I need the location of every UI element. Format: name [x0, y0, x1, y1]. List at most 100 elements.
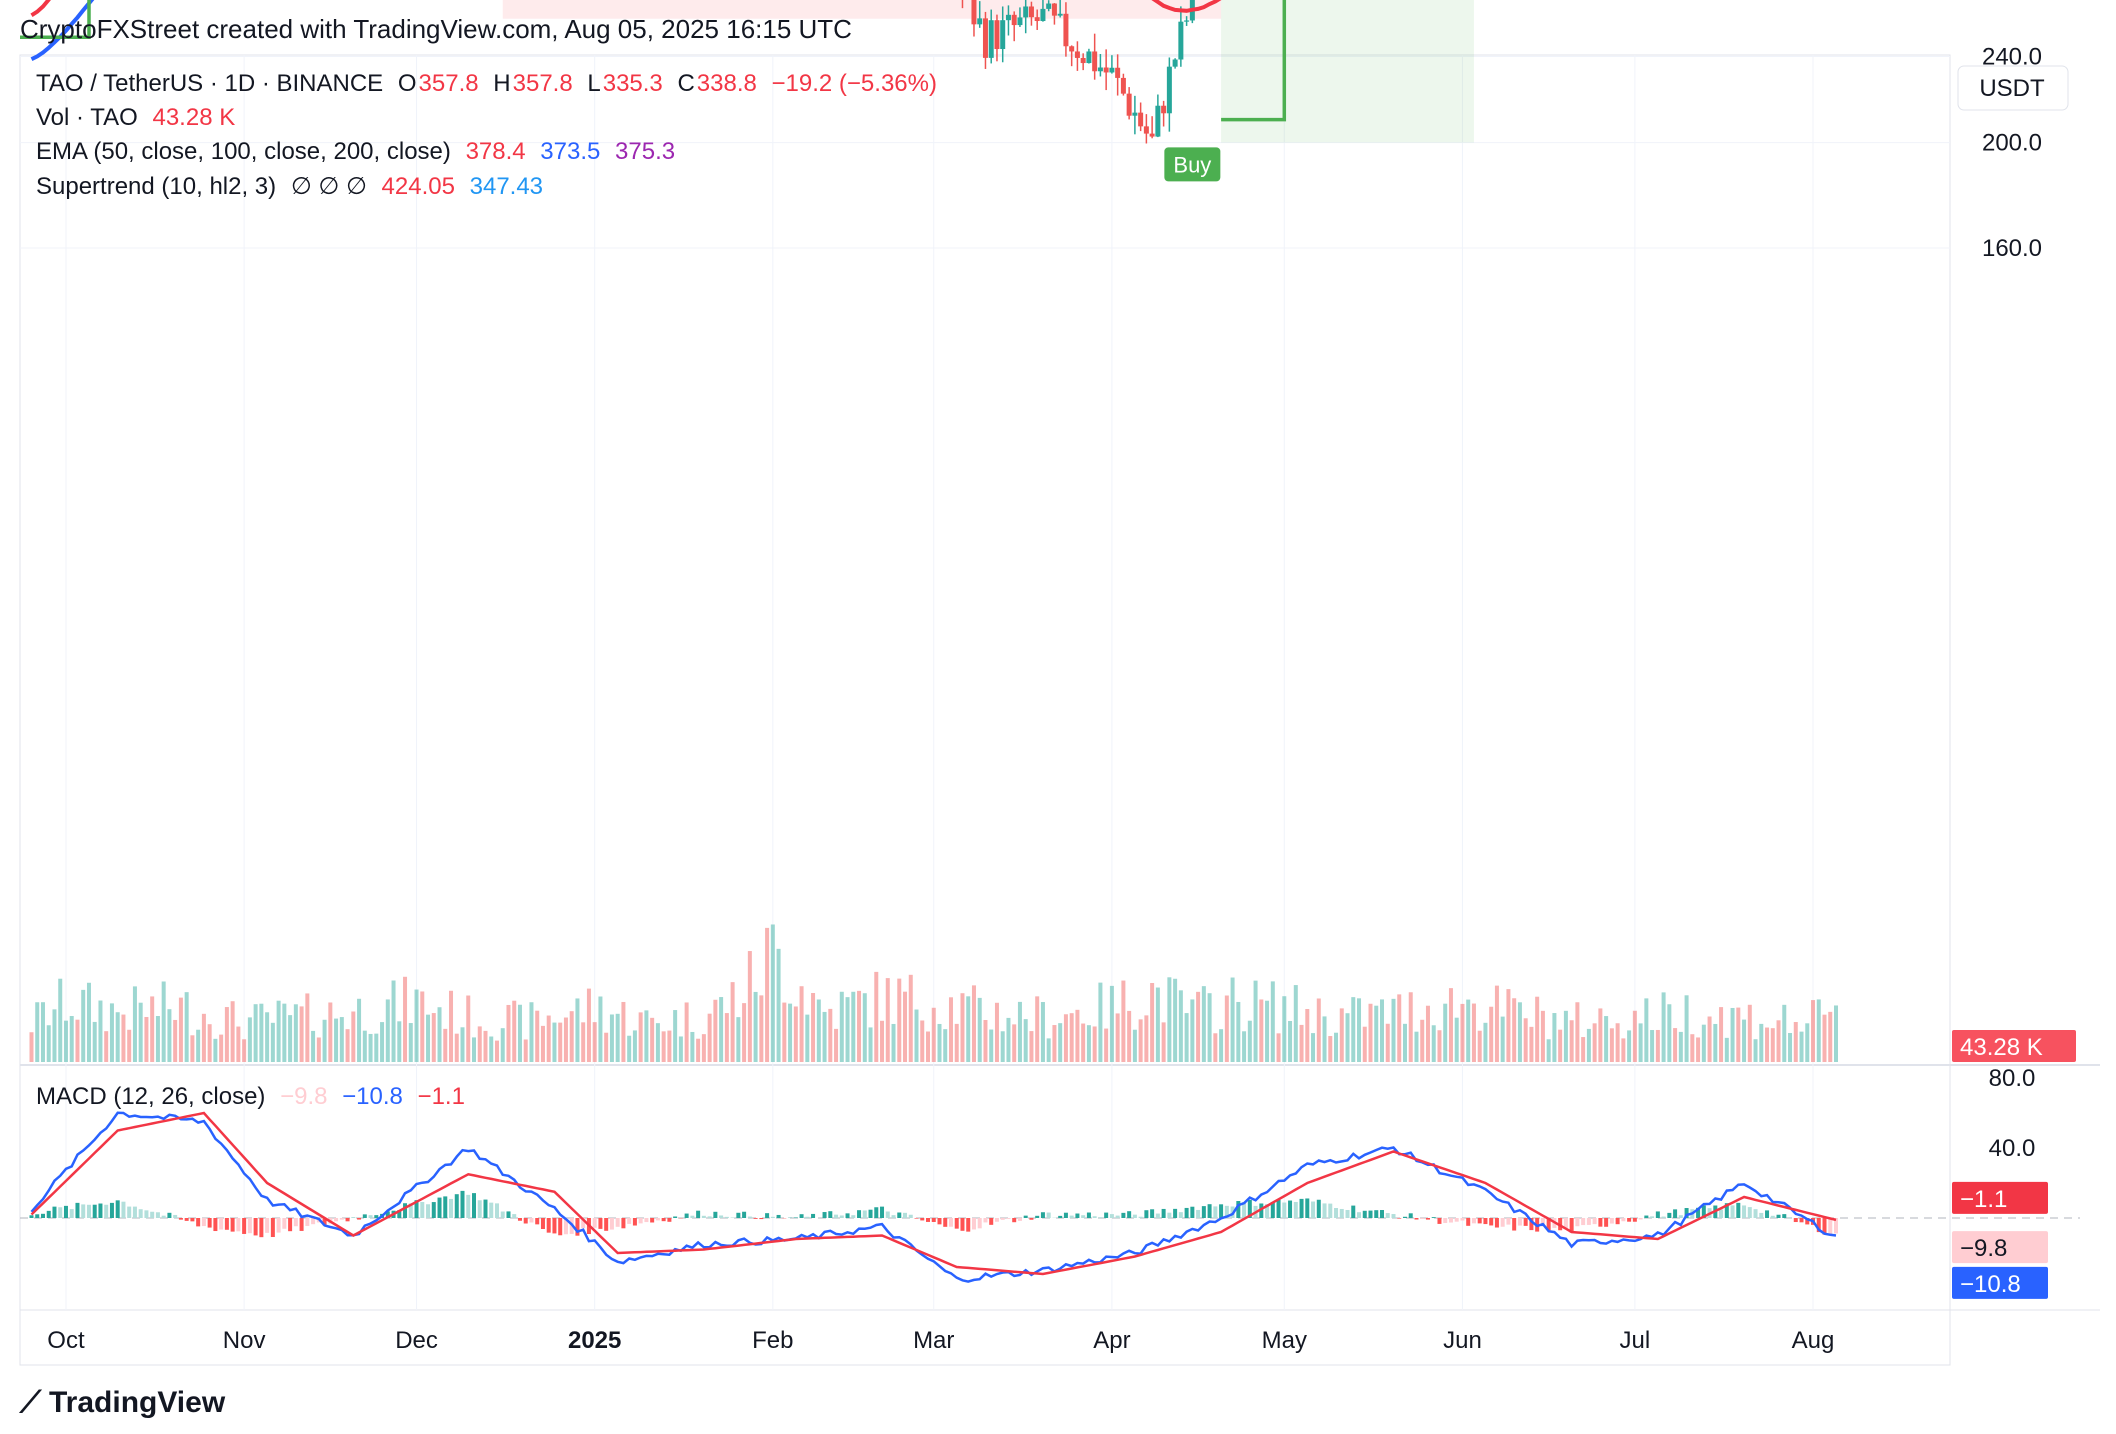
legend-ema-label[interactable]: EMA (50, close, 100, close, 200, close) — [36, 138, 451, 165]
legend-open: 357.8 — [418, 70, 479, 97]
candle-body — [1040, 8, 1046, 22]
volume-bar — [684, 1002, 689, 1062]
volume-bar — [1035, 996, 1040, 1062]
macd-histogram-bar — [494, 1203, 499, 1218]
volume-bar — [184, 992, 189, 1062]
macd-histogram-bar — [581, 1218, 586, 1229]
macd-histogram-bar — [230, 1218, 235, 1232]
macd-histogram-bar — [696, 1210, 701, 1218]
volume-bar — [1150, 983, 1155, 1062]
macd-badge-text: −10.8 — [1960, 1271, 2021, 1298]
macd-histogram-bar — [69, 1209, 74, 1218]
macd-histogram-bar — [1017, 1218, 1022, 1221]
legend-close: 338.8 — [696, 70, 757, 97]
volume-bar — [144, 1016, 149, 1062]
legend-vol-value: 43.28 K — [152, 104, 236, 131]
macd-histogram-bar — [40, 1213, 45, 1218]
volume-bar — [201, 1013, 206, 1062]
volume-bar — [931, 1007, 936, 1062]
volume-bar — [1288, 1020, 1293, 1062]
volume-bar — [742, 1003, 747, 1062]
legend-supertrend-label[interactable]: Supertrend (10, hl2, 3) — [36, 173, 277, 200]
macd-histogram-bar — [977, 1218, 982, 1229]
macd-histogram-bar — [86, 1204, 91, 1218]
volume-bar — [655, 1023, 660, 1062]
macd-histogram-bar — [173, 1214, 178, 1218]
volume-bar — [834, 1028, 839, 1062]
macd-histogram-bar — [305, 1218, 310, 1226]
volume-bar — [403, 976, 408, 1062]
candle-body — [1051, 3, 1057, 16]
volume-bar — [132, 986, 137, 1062]
volume-bar — [380, 1022, 385, 1062]
volume-bar — [1615, 1023, 1620, 1062]
volume-bar — [535, 1010, 540, 1062]
volume-bar — [1115, 1013, 1120, 1062]
macd-histogram-bar — [178, 1218, 183, 1220]
volume-bar — [500, 1028, 505, 1062]
volume-bar — [701, 1034, 706, 1062]
volume-bar — [1834, 1005, 1838, 1062]
volume-bar — [322, 1019, 327, 1062]
volume-bar — [650, 1017, 655, 1062]
macd-histogram-bar — [144, 1210, 149, 1218]
macd-histogram-bar — [1316, 1199, 1321, 1218]
volume-bar — [891, 1023, 896, 1062]
volume-bar — [345, 1029, 350, 1062]
macd-histogram-bar — [1282, 1202, 1287, 1218]
macd-histogram-bar — [1655, 1211, 1660, 1218]
volume-bar — [437, 1007, 442, 1062]
macd-histogram-bar — [1023, 1215, 1028, 1218]
macd-histogram-bar — [483, 1199, 488, 1218]
macd-histogram-bar — [1696, 1207, 1701, 1218]
macd-histogram-bar — [592, 1218, 597, 1228]
volume-bar — [1770, 1028, 1775, 1062]
volume-bar — [1109, 985, 1114, 1062]
volume-bar — [1311, 1033, 1316, 1062]
macd-histogram-bar — [362, 1214, 367, 1218]
time-tick-label: Jul — [1620, 1327, 1651, 1354]
macd-histogram-bar — [1270, 1202, 1275, 1218]
time-tick-label: Oct — [47, 1327, 85, 1354]
macd-histogram-bar — [954, 1218, 959, 1229]
volume-bar — [1000, 1031, 1005, 1062]
macd-histogram-bar — [1546, 1218, 1551, 1231]
volume-bar — [1167, 977, 1172, 1062]
macd-histogram-bar — [523, 1218, 528, 1224]
macd-histogram-bar — [1201, 1206, 1206, 1218]
volume-bar — [282, 1003, 287, 1062]
buy-signal-label[interactable]: Buy — [1164, 147, 1221, 182]
macd-histogram-bar — [1742, 1205, 1747, 1218]
macd-histogram-bar — [1500, 1218, 1505, 1227]
volume-bar — [736, 1017, 741, 1062]
volume-bar — [1730, 1007, 1735, 1062]
volume-bar — [1391, 998, 1396, 1062]
volume-bar — [1213, 1033, 1218, 1062]
legend-vol-label[interactable]: Vol · TAO — [36, 104, 138, 131]
macd-histogram-bar — [811, 1213, 816, 1218]
macd-histogram-bar — [81, 1204, 86, 1218]
candle-body — [1143, 126, 1149, 134]
macd-histogram-bar — [701, 1215, 706, 1218]
volume-bar — [776, 948, 781, 1062]
time-tick-label: Feb — [752, 1327, 793, 1354]
volume-bar — [1127, 1010, 1132, 1062]
legend-ema100: 373.5 — [540, 138, 601, 165]
volume-bar — [1569, 1020, 1574, 1062]
macd-histogram-bar — [408, 1203, 413, 1218]
volume-bar — [1052, 1025, 1057, 1062]
volume-badge-box — [1952, 1030, 2076, 1062]
legend-symbol[interactable]: TAO / TetherUS · 1D · BINANCE — [36, 70, 384, 97]
legend-macd-label[interactable]: MACD (12, 26, close) — [36, 1083, 266, 1110]
volume-bar — [765, 927, 770, 1062]
macd-histogram-bar — [724, 1216, 729, 1218]
macd-histogram-bar — [1259, 1203, 1264, 1218]
volume-bar — [1563, 1010, 1568, 1062]
macd-histogram-bar — [1788, 1217, 1793, 1218]
tradingview-logo[interactable]: ⟋ TradingView — [20, 1386, 225, 1420]
volume-bar — [385, 999, 390, 1062]
macd-histogram-bar — [552, 1218, 557, 1234]
volume-bar — [1075, 1009, 1080, 1062]
macd-histogram-bar — [1311, 1201, 1316, 1218]
